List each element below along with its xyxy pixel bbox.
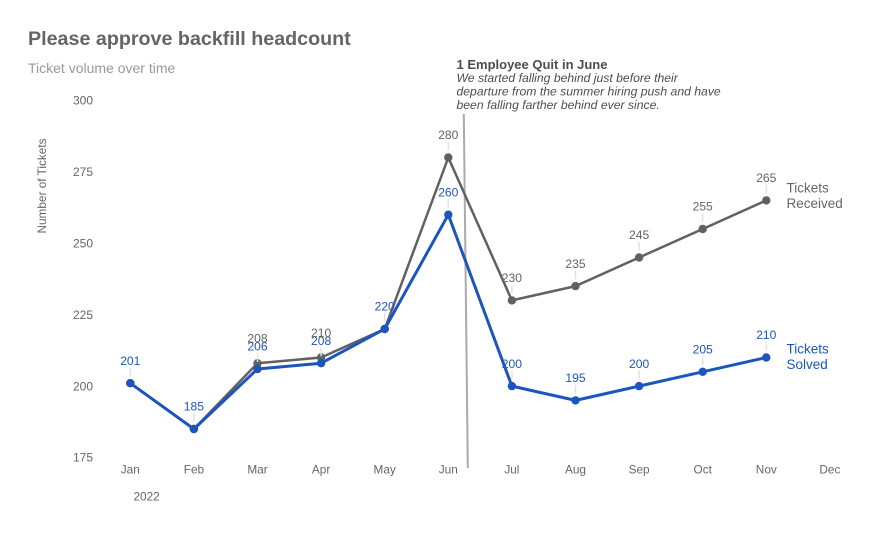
svg-text:245: 245	[629, 228, 649, 242]
svg-text:Please approve backfill headco: Please approve backfill headcount	[28, 28, 351, 50]
svg-text:265: 265	[756, 171, 776, 185]
svg-text:Nov: Nov	[756, 463, 777, 477]
svg-text:210: 210	[311, 326, 331, 340]
svg-text:201: 201	[120, 354, 140, 368]
svg-text:220: 220	[375, 300, 395, 314]
svg-text:210: 210	[756, 328, 776, 342]
svg-text:205: 205	[693, 343, 713, 357]
svg-text:1 Employee Quit in June: 1 Employee Quit in June	[457, 57, 608, 72]
svg-text:200: 200	[502, 357, 522, 371]
svg-text:250: 250	[73, 237, 93, 251]
svg-text:175: 175	[73, 451, 93, 465]
svg-text:been falling farther behind ev: been falling farther behind ever since.	[457, 98, 660, 112]
svg-text:Solved: Solved	[787, 357, 828, 372]
svg-text:225: 225	[73, 308, 93, 322]
svg-text:2022: 2022	[133, 490, 159, 504]
svg-text:230: 230	[502, 271, 522, 285]
svg-text:Dec: Dec	[819, 463, 840, 477]
svg-text:260: 260	[438, 185, 458, 199]
svg-text:Ticket volume over time: Ticket volume over time	[28, 60, 176, 76]
svg-text:Jul: Jul	[504, 463, 519, 477]
svg-text:Aug: Aug	[565, 463, 586, 477]
svg-text:May: May	[374, 463, 396, 477]
svg-text:280: 280	[438, 128, 458, 142]
svg-text:208: 208	[247, 332, 267, 346]
svg-text:Sep: Sep	[629, 463, 650, 477]
svg-text:Jun: Jun	[439, 463, 458, 477]
svg-text:275: 275	[73, 165, 93, 179]
svg-text:185: 185	[184, 400, 204, 414]
svg-text:Tickets: Tickets	[787, 342, 830, 357]
svg-text:300: 300	[73, 94, 93, 108]
svg-text:Feb: Feb	[184, 463, 205, 477]
svg-text:206: 206	[247, 340, 267, 354]
svg-text:195: 195	[565, 371, 585, 385]
svg-text:Tickets: Tickets	[787, 181, 830, 196]
svg-text:Received: Received	[787, 196, 843, 211]
svg-text:208: 208	[311, 334, 331, 348]
svg-text:We started falling behind just: We started falling behind just before th…	[457, 71, 679, 85]
svg-text:Number of Tickets: Number of Tickets	[35, 138, 49, 233]
svg-text:Oct: Oct	[694, 463, 713, 477]
svg-text:200: 200	[73, 379, 93, 393]
svg-text:200: 200	[629, 357, 649, 371]
svg-text:Mar: Mar	[247, 463, 267, 477]
svg-text:Apr: Apr	[312, 463, 330, 477]
svg-text:departure from the summer hiri: departure from the summer hiring push an…	[457, 85, 721, 99]
svg-text:255: 255	[693, 200, 713, 214]
svg-text:235: 235	[565, 257, 585, 271]
svg-text:Jan: Jan	[121, 463, 140, 477]
